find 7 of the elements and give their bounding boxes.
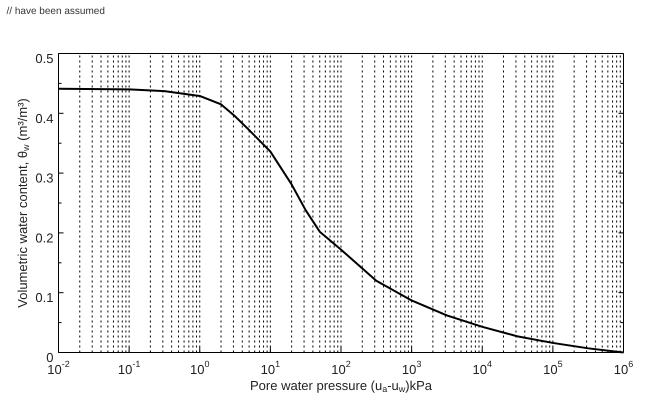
y-axis-title: Volumetric water content, θw (m³/m³) [15,98,31,308]
y-tick-label: 0.1 [35,290,54,306]
y-tick-label: 0.5 [35,51,54,66]
y-tick-label: 0.3 [35,170,54,186]
y-tick-label: 0.2 [35,230,54,246]
y-tick-label: 0.4 [35,110,54,126]
text: // have been assumed [6,6,105,17]
